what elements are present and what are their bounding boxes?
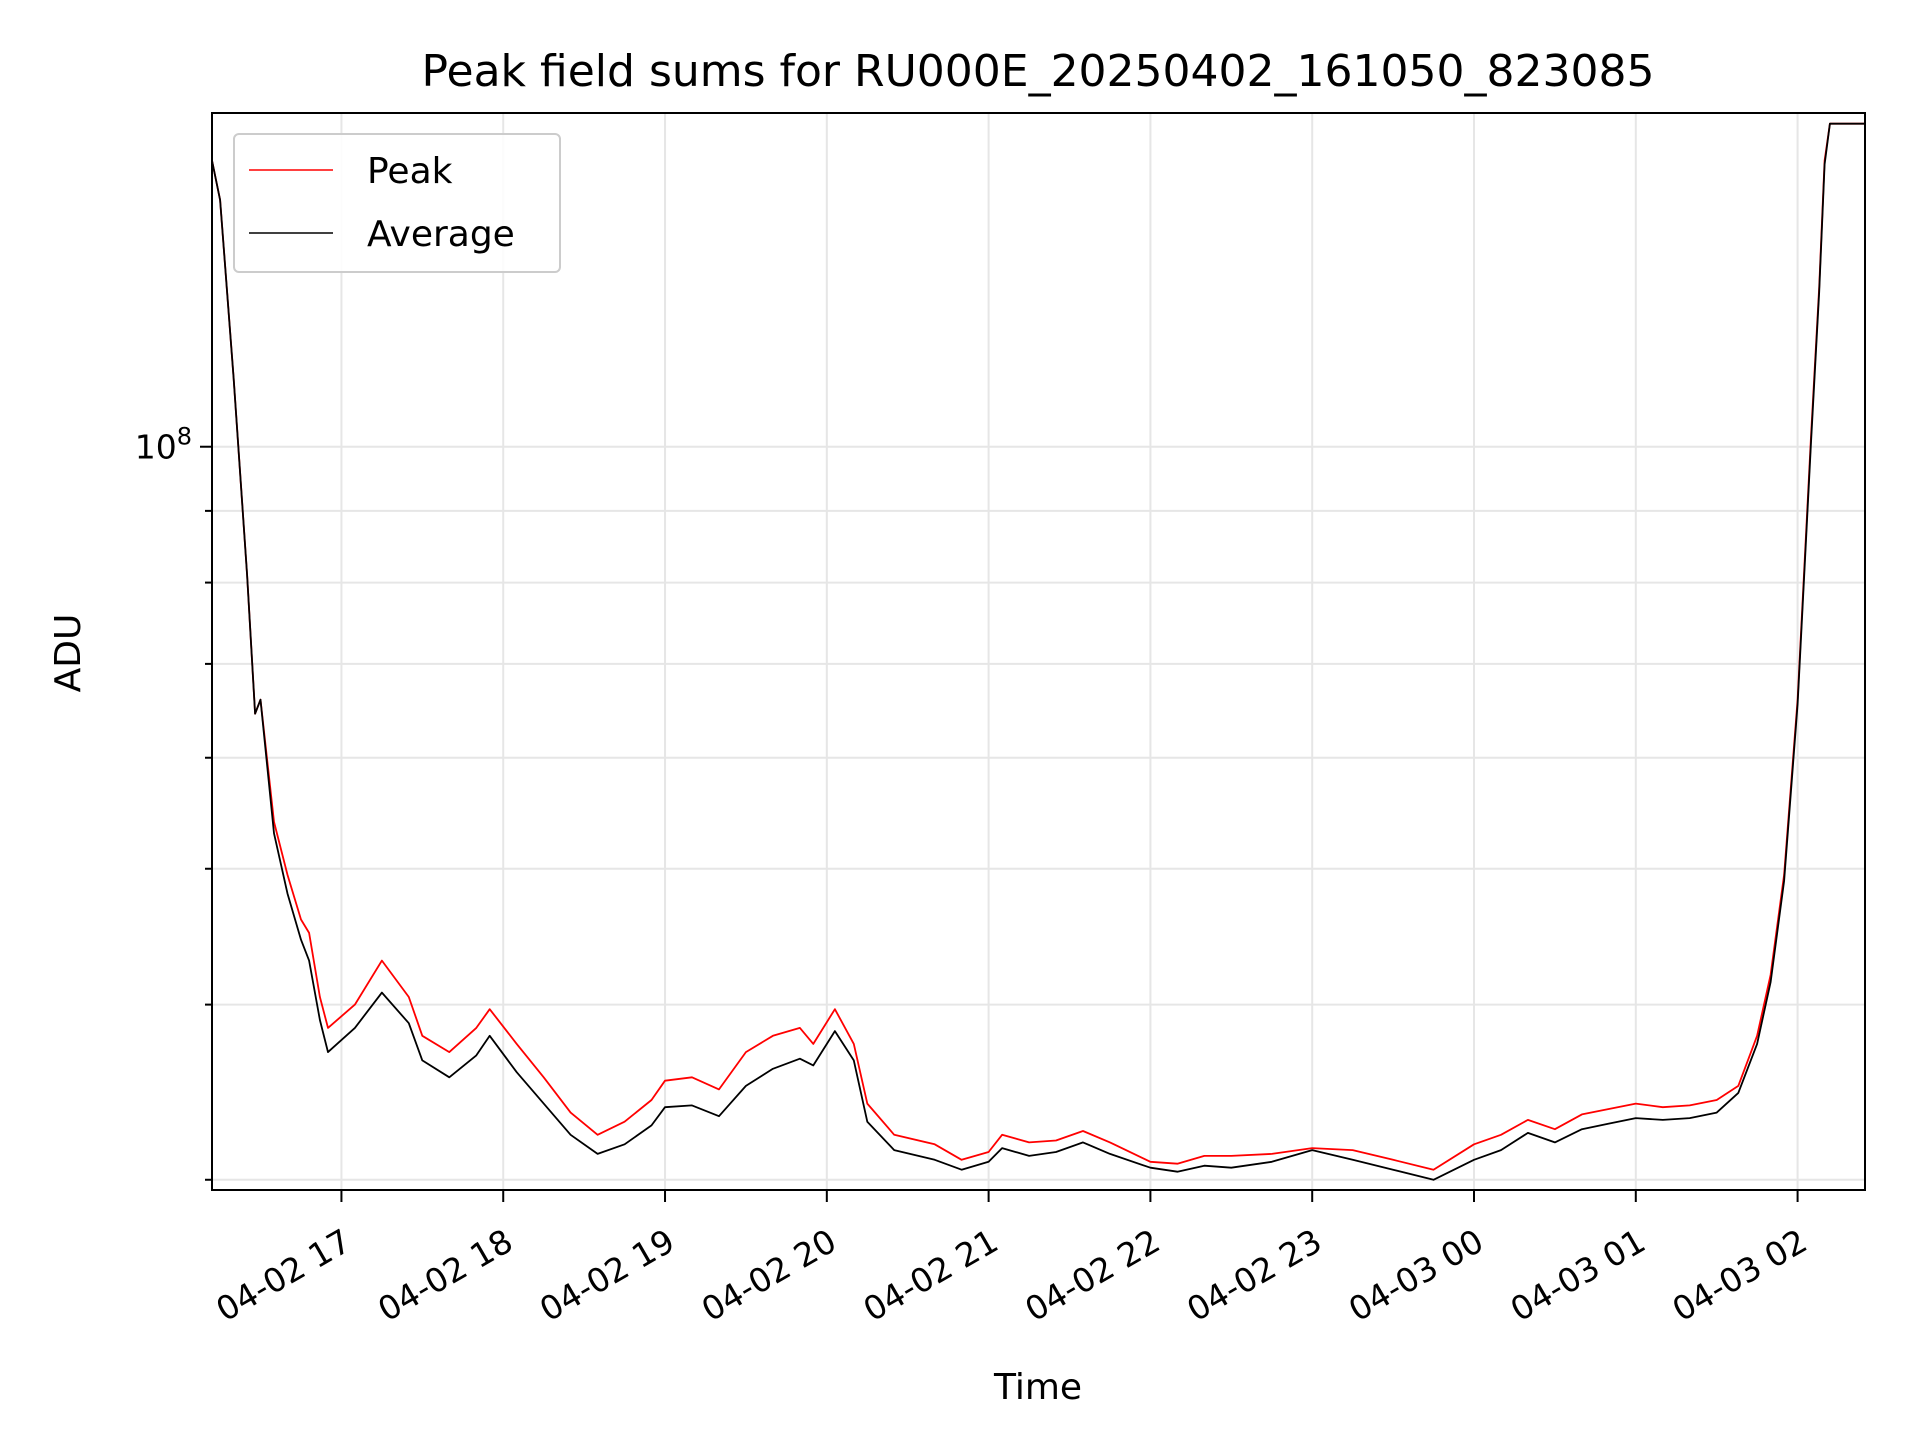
legend: Peak Average [233,133,561,273]
legend-peak-label: Peak [367,151,453,192]
x-axis-label: Time [993,1367,1082,1408]
legend-box [233,133,561,273]
y-axis-label: ADU [48,614,89,693]
chart-title: Peak field sums for RU000E_20250402_1610… [422,46,1655,97]
plot-frame [211,112,1866,1191]
legend-average-label: Average [367,214,515,255]
series-line-peak [212,122,1865,1171]
grid [212,113,1865,1190]
series-line-average [212,122,1865,1181]
series-layer [212,122,1865,1181]
